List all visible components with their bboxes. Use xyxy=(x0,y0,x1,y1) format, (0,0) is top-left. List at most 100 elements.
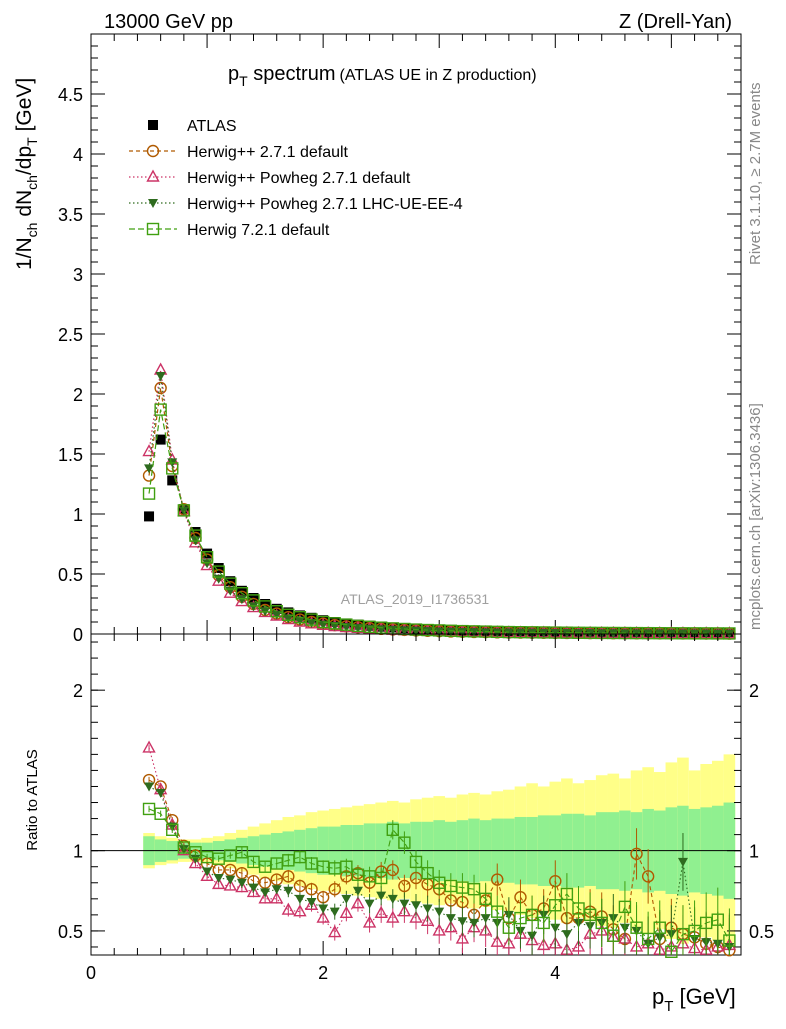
main-point xyxy=(224,577,237,590)
ratio-point xyxy=(490,934,504,947)
ratio-point xyxy=(432,923,446,936)
ratio-point xyxy=(409,855,423,869)
legend-label: Herwig 7.2.1 default xyxy=(187,222,330,239)
ratio-point xyxy=(386,910,400,923)
ratio-point xyxy=(595,916,608,930)
ratio-point xyxy=(536,937,551,951)
main-point xyxy=(341,623,352,633)
main-point xyxy=(445,627,456,637)
ratio-point xyxy=(399,899,410,909)
ratio-point xyxy=(457,917,468,927)
ratio-point xyxy=(421,866,434,880)
main-series-0 xyxy=(144,434,735,639)
ratio-point xyxy=(386,863,399,877)
main-point xyxy=(188,535,203,548)
ratio-point xyxy=(398,879,411,893)
ratio-series-group xyxy=(142,740,737,958)
ratio-point xyxy=(166,823,179,837)
ratio-point xyxy=(677,857,688,867)
ratio-point xyxy=(364,899,375,909)
main-ytick-label: 1 xyxy=(73,505,83,525)
main-ytick-label: 0 xyxy=(73,625,83,645)
ratio-point xyxy=(374,871,388,885)
ratio-point xyxy=(723,934,736,947)
ratio-point xyxy=(329,907,340,917)
ratio-point xyxy=(362,915,377,928)
ratio-point xyxy=(561,930,572,940)
legend-label: Herwig++ Powheg 2.7.1 LHC-UE-EE-4 xyxy=(187,196,463,213)
ratio-point xyxy=(572,902,585,915)
ratio-point xyxy=(641,932,655,946)
ratio-xtick-label: 4 xyxy=(550,963,560,983)
ratio-point xyxy=(305,882,318,896)
main-point xyxy=(723,627,736,640)
ratio-point xyxy=(444,920,458,933)
main-title-p: p xyxy=(228,63,239,85)
ratio-point xyxy=(318,904,329,914)
ratio-point xyxy=(607,929,620,942)
main-point xyxy=(294,616,305,626)
main-point xyxy=(527,628,538,638)
ratio-point xyxy=(225,875,236,885)
ratio-point xyxy=(397,904,412,917)
ratio-point xyxy=(550,923,561,933)
main-series-group xyxy=(142,362,737,640)
ratio-point xyxy=(480,914,491,924)
ylabel-part-g: [GeV] xyxy=(13,78,36,138)
ratio-point xyxy=(224,863,237,877)
ratio-point xyxy=(376,891,387,901)
ratio-point xyxy=(409,910,423,923)
main-point xyxy=(480,628,491,638)
ratio-point xyxy=(351,896,365,909)
ratio-point xyxy=(283,886,294,896)
main-point xyxy=(144,464,155,474)
main-series-3 xyxy=(144,372,735,639)
ylabel-part-e: /dp xyxy=(13,146,36,175)
main-ytick-label: 4.5 xyxy=(58,85,83,105)
ratio-point xyxy=(479,892,492,906)
ratio-point xyxy=(411,901,421,911)
ratio-point xyxy=(258,891,272,904)
ratio-point xyxy=(154,807,167,820)
ratio-point xyxy=(618,900,632,914)
ratio-point xyxy=(190,854,201,864)
main-ytick-label: 3 xyxy=(73,265,83,285)
main-point xyxy=(154,381,167,395)
main-point xyxy=(270,608,284,621)
ratio-point xyxy=(188,856,203,869)
main-point xyxy=(144,511,155,522)
ratio-point xyxy=(200,868,214,882)
ratio-point xyxy=(281,902,296,915)
main-point xyxy=(166,462,179,475)
legend-label: Herwig++ Powheg 2.7.1 default xyxy=(187,170,411,187)
ylabel-part-a: 1/N xyxy=(13,237,36,270)
ratio-point xyxy=(653,921,666,934)
main-point xyxy=(213,563,224,573)
main-ytick-label: 2 xyxy=(73,385,83,405)
main-point xyxy=(503,628,514,638)
main-point xyxy=(167,475,178,486)
main-point xyxy=(492,628,503,638)
main-ylabel: 1/Nch dNch/dpT [GeV] xyxy=(13,78,40,270)
main-point xyxy=(550,628,561,638)
ratio-point xyxy=(571,939,586,952)
main-point xyxy=(142,444,156,457)
main-point xyxy=(155,434,166,445)
ratio-point xyxy=(583,908,597,922)
main-point xyxy=(177,504,191,517)
ratio-point xyxy=(316,910,330,923)
legend-marker xyxy=(146,144,160,158)
ratio-point xyxy=(235,846,249,859)
ratio-point xyxy=(549,899,562,912)
ratio-point xyxy=(155,788,166,798)
ratio-ytick-label-right: 0.5 xyxy=(749,922,774,942)
ratio-point xyxy=(340,860,353,873)
ratio-point xyxy=(711,913,724,926)
rivet-version-label: Rivet 3.1.10, ≥ 2.7M events xyxy=(747,83,764,266)
main-point xyxy=(236,595,247,605)
ratio-point xyxy=(478,923,493,936)
ratio-point xyxy=(293,879,307,893)
xlabel-rest: [GeV] xyxy=(673,984,735,1009)
ratio-point xyxy=(445,914,456,924)
